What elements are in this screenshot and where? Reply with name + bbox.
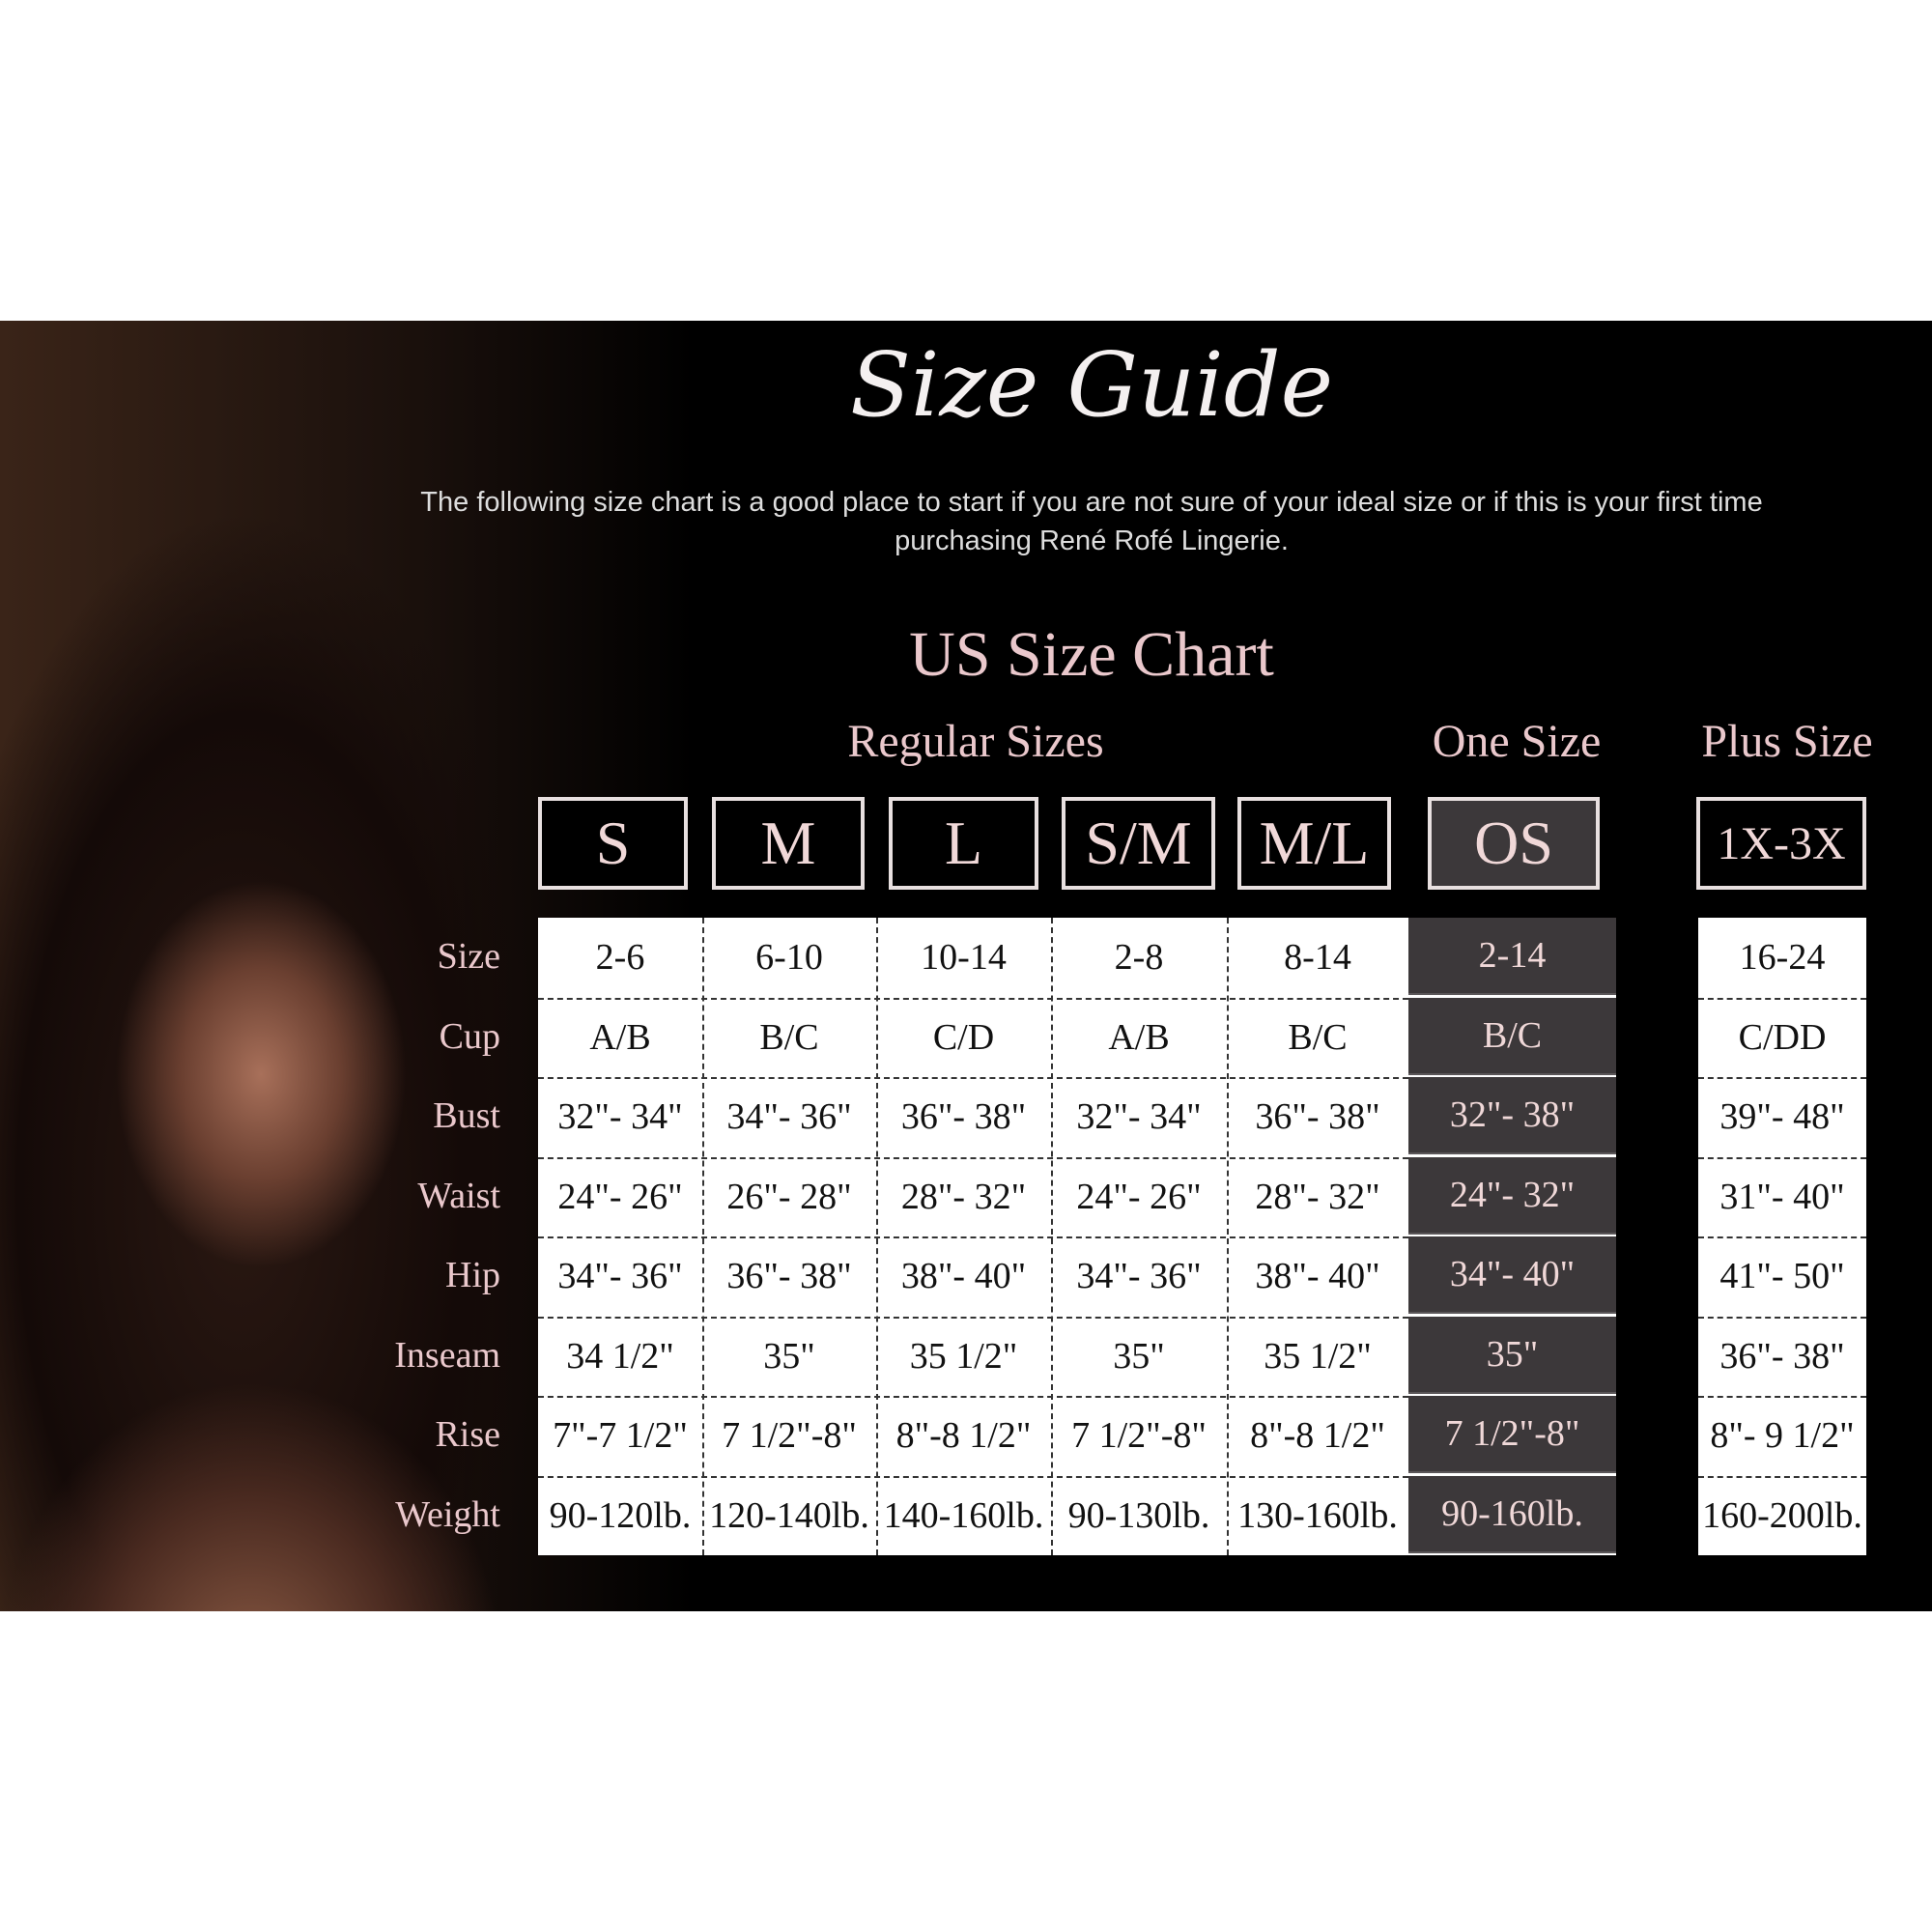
group-plus-size: Plus Size (1701, 716, 1873, 767)
cell-s-bust: 32"- 34" (557, 1096, 683, 1138)
cell-1x-3x-waist: 31"- 40" (1719, 1176, 1845, 1217)
row-label-cup: Cup (439, 1015, 500, 1057)
chart-title: US Size Chart (909, 619, 1274, 690)
group-one-size: One Size (1432, 716, 1602, 767)
cell-s/m-bust: 32"- 34" (1076, 1096, 1202, 1138)
row-label-hip: Hip (445, 1255, 500, 1295)
cell-m/l-rise: 8"-8 1/2" (1250, 1415, 1385, 1457)
cell-s/m-waist: 24"- 26" (1076, 1176, 1202, 1217)
row-label-size: Size (437, 936, 500, 977)
row-label-waist: Waist (417, 1175, 500, 1216)
cell-m/l-cup: B/C (1288, 1016, 1348, 1058)
size-header-os: OS (1428, 797, 1600, 890)
cell-1x-3x-rise: 8"- 9 1/2" (1710, 1415, 1855, 1457)
cell-1x-3x-cup: C/DD (1738, 1016, 1827, 1058)
intro-text: The following size chart is a good place… (126, 483, 1932, 560)
cell-s-inseam: 34 1/2" (566, 1335, 674, 1377)
cell-os-cup: B/C (1408, 997, 1616, 1075)
row-divider (538, 1475, 1408, 1478)
cell-l-waist: 28"- 32" (900, 1176, 1027, 1217)
page-title: Size Guide (849, 333, 1334, 437)
cell-m-rise: 7 1/2"-8" (722, 1415, 857, 1457)
row-divider (1698, 1236, 1866, 1238)
cell-s/m-hip: 34"- 36" (1076, 1256, 1202, 1297)
cell-l-hip: 38"- 40" (900, 1256, 1027, 1297)
cell-l-cup: C/D (932, 1016, 995, 1058)
cell-1x-3x-weight: 160-200lb. (1702, 1494, 1862, 1536)
size-header-l: L (889, 797, 1038, 890)
cell-l-inseam: 35 1/2" (909, 1335, 1018, 1377)
row-divider (538, 1156, 1408, 1159)
cell-os-inseam: 35" (1408, 1316, 1616, 1394)
row-label-weight: Weight (395, 1493, 500, 1535)
cell-l-rise: 8"-8 1/2" (895, 1415, 1032, 1457)
cell-os-waist: 24"- 32" (1408, 1156, 1616, 1235)
cell-s/m-weight: 90-130lb. (1067, 1494, 1210, 1536)
cell-s/m-inseam: 35" (1113, 1335, 1165, 1377)
cell-m-inseam: 35" (763, 1335, 815, 1377)
cell-m-waist: 26"- 28" (726, 1176, 852, 1217)
cell-s-rise: 7"-7 1/2" (553, 1415, 688, 1457)
cell-m-hip: 36"- 38" (726, 1256, 852, 1297)
size-header-s/m: S/M (1062, 797, 1215, 890)
row-divider (1698, 1077, 1866, 1079)
row-divider (1698, 1156, 1866, 1159)
cell-l-bust: 36"- 38" (900, 1096, 1027, 1138)
cell-1x-3x-inseam: 36"- 38" (1719, 1335, 1845, 1377)
cell-s-weight: 90-120lb. (549, 1494, 692, 1536)
cell-s-waist: 24"- 26" (557, 1176, 683, 1217)
row-divider (1698, 997, 1866, 1000)
size-header-s: S (538, 797, 688, 890)
row-divider (1698, 1396, 1866, 1398)
cell-m/l-weight: 130-160lb. (1237, 1494, 1398, 1536)
cell-s/m-cup: A/B (1108, 1016, 1170, 1058)
cell-1x-3x-size: 16-24 (1739, 937, 1826, 979)
cell-m-size: 6-10 (755, 937, 823, 979)
cell-m-weight: 120-140lb. (709, 1494, 869, 1536)
cell-1x-3x-bust: 39"- 48" (1719, 1096, 1845, 1138)
cell-m/l-hip: 38"- 40" (1255, 1256, 1380, 1297)
row-divider (538, 997, 1408, 1000)
cell-m/l-waist: 28"- 32" (1255, 1176, 1380, 1217)
size-header-1x-3x: 1X-3X (1696, 797, 1866, 890)
cell-l-weight: 140-160lb. (883, 1494, 1044, 1536)
row-divider (1698, 1316, 1866, 1319)
cell-os-hip: 34"- 40" (1408, 1236, 1616, 1314)
cell-s-size: 2-6 (595, 937, 645, 979)
cell-1x-3x-hip: 41"- 50" (1719, 1256, 1845, 1297)
cell-l-size: 10-14 (921, 937, 1007, 979)
cell-s-hip: 34"- 36" (557, 1256, 683, 1297)
size-header-m: M (712, 797, 865, 890)
cell-s/m-rise: 7 1/2"-8" (1071, 1415, 1207, 1457)
cell-s/m-size: 2-8 (1114, 937, 1164, 979)
size-header-m/l: M/L (1237, 797, 1391, 890)
cell-m/l-inseam: 35 1/2" (1264, 1335, 1372, 1377)
row-divider (1698, 1475, 1866, 1478)
cell-m/l-size: 8-14 (1284, 937, 1351, 979)
cell-os-weight: 90-160lb. (1408, 1475, 1616, 1553)
row-label-rise: Rise (435, 1414, 500, 1455)
cell-m/l-bust: 36"- 38" (1255, 1096, 1380, 1138)
row-divider (538, 1077, 1408, 1079)
cell-os-bust: 32"- 38" (1408, 1077, 1616, 1154)
row-divider (538, 1236, 1408, 1238)
row-divider (538, 1396, 1408, 1398)
cell-m-bust: 34"- 36" (726, 1096, 852, 1138)
row-divider (538, 1316, 1408, 1319)
group-regular: Regular Sizes (847, 716, 1104, 767)
cell-os-size: 2-14 (1408, 918, 1616, 995)
cell-s-cup: A/B (589, 1016, 651, 1058)
intro-text-content: The following size chart is a good place… (420, 487, 1763, 556)
cell-os-rise: 7 1/2"-8" (1408, 1396, 1616, 1473)
cell-m-cup: B/C (759, 1016, 819, 1058)
row-label-bust: Bust (433, 1095, 500, 1136)
row-label-inseam: Inseam (394, 1334, 500, 1376)
